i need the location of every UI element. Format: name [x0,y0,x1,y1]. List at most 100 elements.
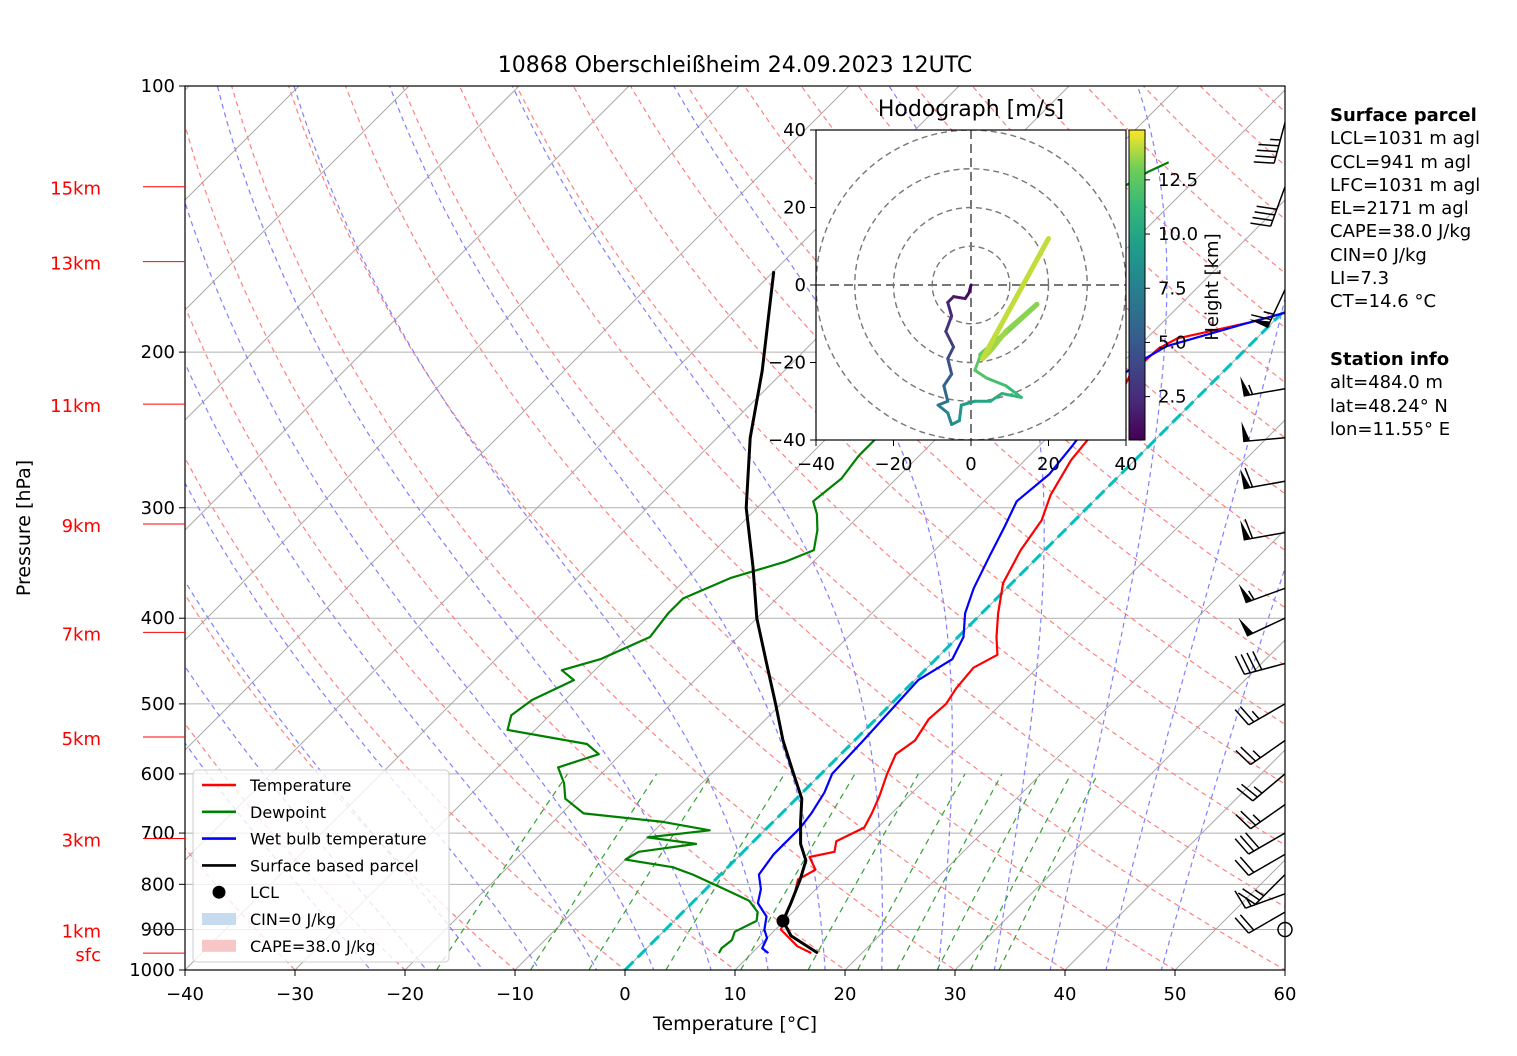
isotherm-line [734,419,1285,970]
barb-staff [1248,703,1286,726]
height-label: 11km [50,396,101,417]
dry-adiabat-line [344,86,1177,970]
moist-adiabat-line [389,86,826,970]
moist-adiabat-line [1049,86,1168,970]
barb-full [1250,222,1271,227]
wind-barb [1277,921,1293,938]
barb-half [1254,889,1265,897]
moist-adiabat-line [216,86,712,970]
hodograph-segment [936,399,950,407]
x-tick-label: −40 [166,984,204,1005]
legend-label: Dewpoint [250,803,326,822]
surface-parcel-heading: Surface parcel [1330,105,1477,126]
parcel-ct: CT=14.6 °C [1330,291,1437,313]
barb-staff [1243,387,1286,397]
mixing-ratio-line [807,773,919,970]
legend-label: Surface based parcel [250,856,419,875]
barb-half [1248,384,1254,395]
legend-label: LCL [250,883,279,902]
barb-full [1246,652,1257,672]
wind-barbs [1234,122,1293,938]
barb-full [1242,888,1260,901]
height-label: sfc [75,945,101,966]
barb-full [1239,706,1255,723]
barb-flag [1238,617,1254,636]
hodograph-segment [946,411,954,426]
barb-half [1270,138,1281,141]
barb-half [1251,710,1260,720]
barb-full [1236,787,1254,802]
hodograph-inset: −40 −20 0 20 40 40 20 0 −20 −40 Hodograph [m/s] 2… [768,97,1223,475]
parcel-el: EL=2171 m agl [1330,198,1469,220]
isotherm-line [185,86,630,531]
barb-staff [1252,773,1286,802]
moist-adiabat-line [185,200,655,970]
wind-barb [1253,122,1286,164]
moist-adiabat-line [888,86,1045,970]
legend-swatch [202,913,236,925]
hodograph-x-tick-label: 40 [1115,454,1138,475]
barb-half [1252,750,1261,759]
barb-flag [1240,520,1251,540]
y-tick-label: 600 [141,764,175,785]
x-tick-label: 30 [944,984,967,1005]
legend-label: Temperature [249,776,351,795]
x-tick-label: 60 [1274,984,1297,1005]
barb-full [1252,651,1263,670]
barb-full [1240,654,1251,674]
mixing-ratio-line [665,773,786,970]
barb-flag [1238,583,1253,603]
barb-full [1234,655,1246,675]
barb-full [1254,211,1275,216]
barb-full [1241,783,1258,798]
barb-full [1234,859,1250,876]
barb-full [1234,709,1250,726]
mixing-ratio-line [530,773,658,970]
hodograph-x-tick-label: −40 [797,454,835,475]
x-tick-label: 40 [1054,984,1077,1005]
hodograph-segment [973,353,983,372]
legend-frame [192,769,450,963]
hodograph-y-tick-label: −20 [768,353,806,374]
wind-barb [1236,773,1286,802]
height-label: 9km [62,516,101,537]
barb-half [1253,786,1263,794]
legend-label: CAPE=38.0 J/kg [250,937,376,956]
moist-adiabat-line [1105,296,1285,970]
barb-full [1239,856,1255,873]
x-tick-label: −30 [276,984,314,1005]
colorbar-tick-label: 7.5 [1158,278,1187,299]
hodograph-y-tick-label: 0 [795,275,806,296]
barb-full [1240,810,1257,826]
wind-barb [1234,703,1286,726]
x-tick-label: 50 [1164,984,1187,1005]
height-label: 1km [62,922,101,943]
isotherm-line [185,86,520,421]
barb-staff [1244,662,1286,676]
hodograph-segment [952,295,967,301]
barb-half [1248,590,1255,600]
barb-half [1263,311,1274,315]
moist-adiabat-line [293,86,769,970]
y-tick-label: 500 [141,694,175,715]
parcel-li: LI=7.3 [1330,268,1390,290]
height-label: 5km [62,729,101,750]
x-tick-label: 0 [619,984,630,1005]
height-label: 3km [62,831,101,852]
y-tick-label: 700 [141,823,175,844]
barb-full [1234,917,1250,934]
mixing-ratio-line [998,773,1099,970]
barb-full [1240,746,1257,762]
barb-staff [1243,480,1286,490]
station-altitude: alt=484.0 m [1330,372,1443,394]
barb-full [1258,143,1279,147]
legend-label: CIN=0 J/kg [250,910,336,929]
hodograph-segment [985,376,1008,388]
barb-half [1252,814,1261,823]
isotherm-line [844,529,1285,970]
barb-full [1239,835,1255,852]
barb-staff [1248,911,1286,934]
barb-full [1256,205,1277,211]
barb-flag [1240,376,1251,396]
